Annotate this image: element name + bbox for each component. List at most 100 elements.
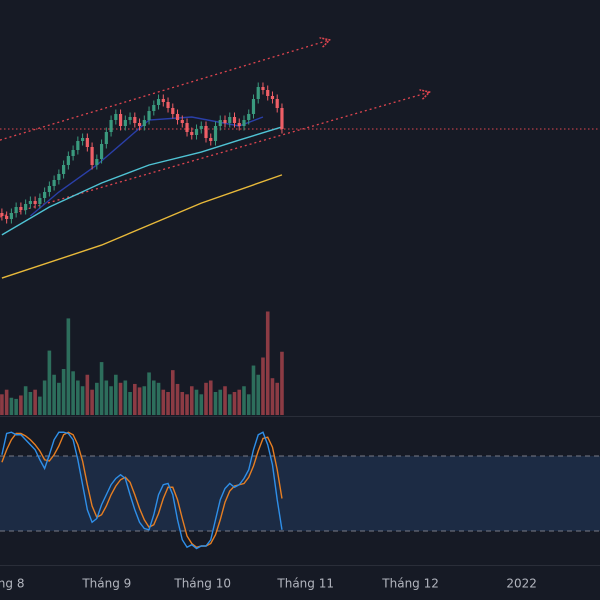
volume-bar: [166, 392, 170, 415]
candle-body: [99, 144, 104, 159]
candle-body: [57, 174, 61, 180]
volume-bar: [47, 350, 52, 415]
candle-body: [33, 201, 37, 204]
volume-bar: [9, 397, 14, 415]
volume-bar: [246, 394, 251, 415]
candle-body: [38, 198, 42, 204]
x-tick-label: Tháng 10: [173, 577, 231, 591]
candle-body: [14, 207, 18, 213]
candle-body: [114, 114, 118, 120]
volume-bar: [4, 389, 9, 415]
volume-bar: [232, 392, 237, 415]
candle-body: [171, 108, 175, 114]
volume-bar: [90, 389, 94, 415]
candle-body: [5, 216, 9, 219]
volume-bar: [180, 392, 185, 415]
volume-bar: [161, 389, 166, 415]
candle-body: [232, 117, 237, 123]
volume-bar: [52, 374, 56, 415]
volume-bar: [256, 374, 261, 415]
stoch-band: [0, 456, 600, 531]
candle-body: [175, 114, 180, 120]
candle-body: [62, 165, 66, 174]
volume-bar: [156, 382, 161, 415]
x-tick-label: Tháng 9: [81, 577, 131, 591]
volume-bar: [76, 380, 80, 415]
volume-bar: [151, 380, 156, 415]
candle-body: [204, 126, 208, 138]
volume-bar: [133, 383, 137, 415]
volume-bar: [28, 392, 33, 415]
candle-body: [118, 114, 123, 126]
candle-body: [213, 126, 218, 141]
candle-body: [228, 117, 232, 123]
volume-bar: [175, 383, 180, 415]
candle-body: [90, 147, 94, 165]
candle-body: [185, 123, 189, 132]
volume-bar: [142, 386, 147, 415]
volume-bar: [265, 311, 270, 415]
moving-average: [1, 174, 283, 279]
candle-body: [152, 105, 156, 111]
volume-bar: [42, 380, 47, 415]
volume-bar: [227, 394, 232, 415]
stoch-line: [1, 431, 283, 550]
volume-bar: [237, 389, 242, 415]
candle-body: [142, 120, 146, 126]
x-tick-label: Tháng 8: [0, 577, 24, 591]
candle-body: [43, 192, 47, 198]
candle-body: [85, 138, 89, 147]
candle-body: [24, 204, 28, 210]
candle-body: [251, 99, 256, 114]
volume-bar: [123, 380, 128, 415]
volume-bar: [280, 351, 284, 415]
candle-body: [223, 120, 227, 123]
candle-body: [19, 207, 23, 210]
candle-body: [0, 213, 4, 216]
candle-body: [76, 141, 80, 150]
volume-bar: [128, 392, 132, 415]
volume-bar: [261, 357, 265, 415]
candle-body: [190, 132, 194, 135]
candle-body: [275, 99, 279, 108]
candle-body: [80, 138, 85, 141]
volume-bar: [19, 395, 23, 415]
candle-body: [242, 120, 246, 126]
candle-body: [209, 138, 213, 141]
candle-body: [280, 108, 284, 129]
volume-bar: [218, 389, 223, 415]
volume-bar: [66, 318, 71, 415]
volume-bar: [199, 394, 204, 415]
candle-body: [95, 159, 99, 165]
candle-body: [47, 186, 51, 192]
candle-body: [256, 87, 260, 99]
candle-body: [133, 117, 137, 123]
x-tick-label: Tháng 12: [381, 577, 439, 591]
candle-body: [71, 150, 75, 156]
candle-body: [147, 111, 151, 120]
volume-bar: [61, 369, 66, 415]
volume-bar: [137, 387, 142, 415]
volume-bar: [33, 389, 37, 415]
volume-bar: [0, 394, 4, 415]
candle-body: [161, 99, 165, 102]
candle-body: [180, 120, 184, 123]
candle-body: [194, 129, 199, 135]
candle-body: [266, 90, 270, 96]
candle-body: [261, 87, 265, 90]
x-tick-label: Tháng 11: [276, 577, 334, 591]
candle-body: [166, 102, 170, 108]
volume-bar: [80, 386, 85, 415]
x-tick-label: 2022: [506, 577, 537, 591]
volume-bar: [57, 382, 61, 415]
candle-body: [247, 114, 251, 120]
volume-bar: [170, 370, 175, 415]
volume-bar: [185, 394, 189, 415]
candle-body: [237, 123, 241, 126]
candle-body: [52, 180, 56, 186]
volume-bar: [204, 382, 208, 415]
volume-bar: [38, 396, 42, 415]
stoch-line: [1, 431, 283, 549]
